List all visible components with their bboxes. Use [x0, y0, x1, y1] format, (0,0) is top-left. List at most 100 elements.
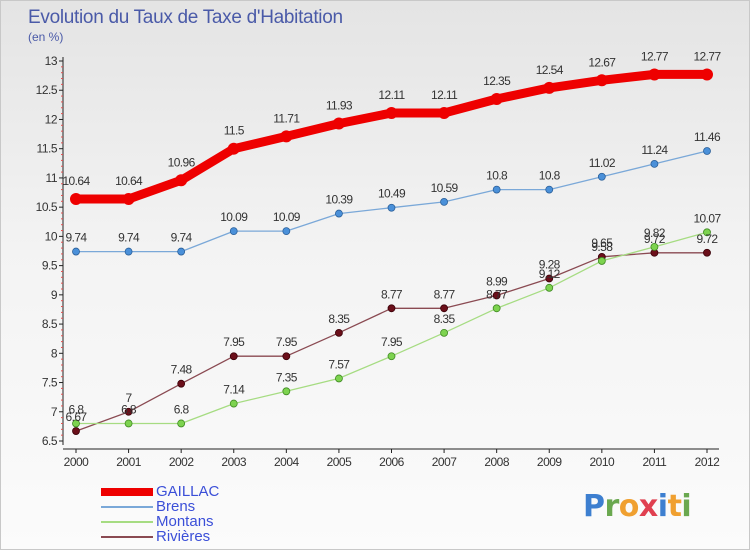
data-point-rivires [72, 427, 80, 435]
data-point-brens [282, 227, 291, 236]
data-point-rivires [545, 274, 554, 283]
chart-title: Evolution du Taux de Taxe d'Habitation [28, 7, 343, 28]
x-tick-label: 2004 [274, 455, 300, 469]
data-labels: 10.64 10.64 10.96 11.5 11.71 11.93 12.11 12.11 1… [62, 49, 722, 424]
data-point-brens [492, 185, 501, 194]
data-point-rivires [335, 328, 343, 337]
legend-item-montans: Montans [101, 513, 301, 530]
series-layer [70, 68, 713, 435]
data-label-gaillac: 12.67 [588, 55, 616, 69]
data-label-brens: 10.09 [220, 210, 248, 224]
data-label-rivires: 8.77 [434, 287, 456, 301]
data-point-montans [703, 228, 711, 237]
data-label-montans: 8.35 [434, 312, 456, 326]
data-label-montans: 8.77 [486, 287, 508, 301]
data-label-rivires: 8.77 [381, 287, 403, 301]
y-tick-label: 13 [45, 54, 58, 68]
x-tick-label: 2010 [589, 455, 615, 469]
data-point-rivires [387, 304, 396, 313]
data-label-brens: 10.39 [325, 193, 353, 207]
data-label-brens: 9.74 [171, 231, 193, 245]
data-label-rivires: 9.65 [591, 236, 613, 250]
data-point-brens [440, 197, 448, 206]
legend-item-gaillac: GAILLAC [101, 483, 301, 500]
legend-swatch-rivires [101, 536, 153, 538]
data-point-montans [282, 387, 291, 396]
data-point-montans [72, 419, 80, 428]
data-label-brens: 10.8 [539, 169, 561, 183]
data-point-brens [124, 247, 133, 256]
data-point-rivires [703, 248, 711, 257]
y-tick-label: 9 [51, 288, 58, 302]
y-tick-label: 11.5 [37, 142, 58, 156]
legend-label-montans: Montans [156, 513, 214, 530]
data-label-montans: 6.8 [69, 402, 85, 416]
axes: 6.5 7 7.5 8 8.5 9 9.5 10 10.5 11 11.5 12 12.5 13 2000 2… [36, 54, 721, 469]
data-label-brens: 10.8 [486, 169, 508, 183]
x-tick-label: 2002 [169, 455, 195, 469]
data-label-brens: 11.24 [641, 143, 668, 157]
y-tick-label: 7 [51, 405, 58, 419]
data-point-gaillac [175, 174, 188, 187]
data-point-montans [545, 283, 554, 292]
data-point-montans [335, 374, 343, 383]
data-point-rivires [440, 304, 448, 313]
y-tick-label: 7.5 [42, 376, 58, 390]
data-label-montans: 7.14 [223, 383, 245, 397]
data-label-montans: 7.57 [328, 357, 350, 371]
data-point-gaillac [438, 107, 451, 120]
y-tick-label: 8.5 [42, 317, 58, 331]
legend-swatch-brens [101, 506, 153, 508]
data-point-gaillac [332, 117, 345, 130]
data-point-brens [335, 209, 343, 218]
data-point-brens [650, 159, 659, 168]
data-label-gaillac: 12.11 [378, 88, 405, 102]
data-label-gaillac: 10.96 [168, 155, 196, 169]
data-label-gaillac: 10.64 [115, 174, 143, 188]
data-label-montans: 9.58 [591, 240, 613, 254]
data-label-gaillac: 12.35 [483, 74, 511, 88]
data-label-montans: 9.12 [539, 267, 561, 281]
data-point-rivires [177, 379, 186, 388]
data-label-gaillac: 12.54 [536, 63, 564, 77]
data-label-montans: 7.95 [381, 335, 403, 349]
data-point-brens [229, 227, 238, 236]
y-tick-label: 11 [46, 171, 58, 185]
x-tick-label: 2008 [484, 455, 510, 469]
data-label-rivires: 7 [126, 391, 133, 405]
y-tick-label: 10.5 [36, 200, 58, 214]
y-tick-label: 8 [51, 346, 58, 360]
chart-unit: (en %) [28, 30, 64, 44]
data-label-montans: 9.82 [644, 226, 666, 240]
legend-swatch-montans [101, 521, 153, 523]
data-point-rivires [229, 352, 238, 361]
legend-label-rivires: Rivières [156, 528, 211, 545]
data-label-brens: 9.74 [66, 231, 88, 245]
data-label-rivires: 7.95 [276, 335, 298, 349]
series-line-montans [75, 231, 708, 425]
data-point-montans [177, 419, 186, 428]
data-label-rivires: 6.67 [66, 410, 88, 424]
data-label-rivires: 7.95 [223, 335, 245, 349]
data-label-brens: 11.02 [589, 156, 616, 170]
data-label-brens: 10.49 [378, 187, 406, 201]
data-point-rivires [124, 407, 133, 416]
data-point-gaillac [227, 142, 240, 155]
data-label-rivires: 7.48 [171, 363, 193, 377]
legend-swatch-gaillac [101, 488, 153, 496]
data-label-rivires: 9.72 [697, 232, 719, 246]
data-point-brens [387, 203, 396, 212]
legend-label-brens: Brens [156, 498, 196, 515]
data-point-gaillac [543, 81, 556, 94]
x-tick-label: 2007 [432, 455, 458, 469]
x-tick-label: 2005 [327, 455, 353, 469]
data-point-montans [440, 328, 448, 337]
data-label-rivires: 8.99 [486, 274, 508, 288]
data-label-gaillac: 11.71 [273, 111, 300, 125]
data-label-brens: 9.74 [118, 231, 140, 245]
y-tick-label: 10 [45, 229, 58, 243]
legend-label-gaillac: GAILLAC [156, 483, 220, 500]
legend-item-brens: Brens [101, 498, 301, 515]
